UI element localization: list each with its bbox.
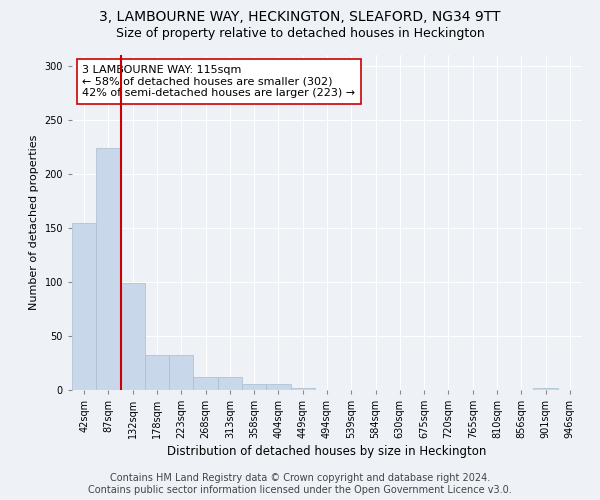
Bar [218, 377, 242, 390]
Text: Size of property relative to detached houses in Heckington: Size of property relative to detached ho… [116, 28, 484, 40]
Bar [121, 283, 145, 390]
Bar [266, 384, 290, 390]
Bar [242, 384, 266, 390]
Bar [290, 388, 315, 390]
Text: Contains HM Land Registry data © Crown copyright and database right 2024.
Contai: Contains HM Land Registry data © Crown c… [88, 474, 512, 495]
Text: 3 LAMBOURNE WAY: 115sqm
← 58% of detached houses are smaller (302)
42% of semi-d: 3 LAMBOURNE WAY: 115sqm ← 58% of detache… [82, 65, 355, 98]
Bar [169, 356, 193, 390]
Bar [72, 222, 96, 390]
Text: 3, LAMBOURNE WAY, HECKINGTON, SLEAFORD, NG34 9TT: 3, LAMBOURNE WAY, HECKINGTON, SLEAFORD, … [99, 10, 501, 24]
Bar [96, 148, 121, 390]
Bar [145, 356, 169, 390]
X-axis label: Distribution of detached houses by size in Heckington: Distribution of detached houses by size … [167, 446, 487, 458]
Bar [193, 377, 218, 390]
Bar [533, 388, 558, 390]
Y-axis label: Number of detached properties: Number of detached properties [29, 135, 39, 310]
